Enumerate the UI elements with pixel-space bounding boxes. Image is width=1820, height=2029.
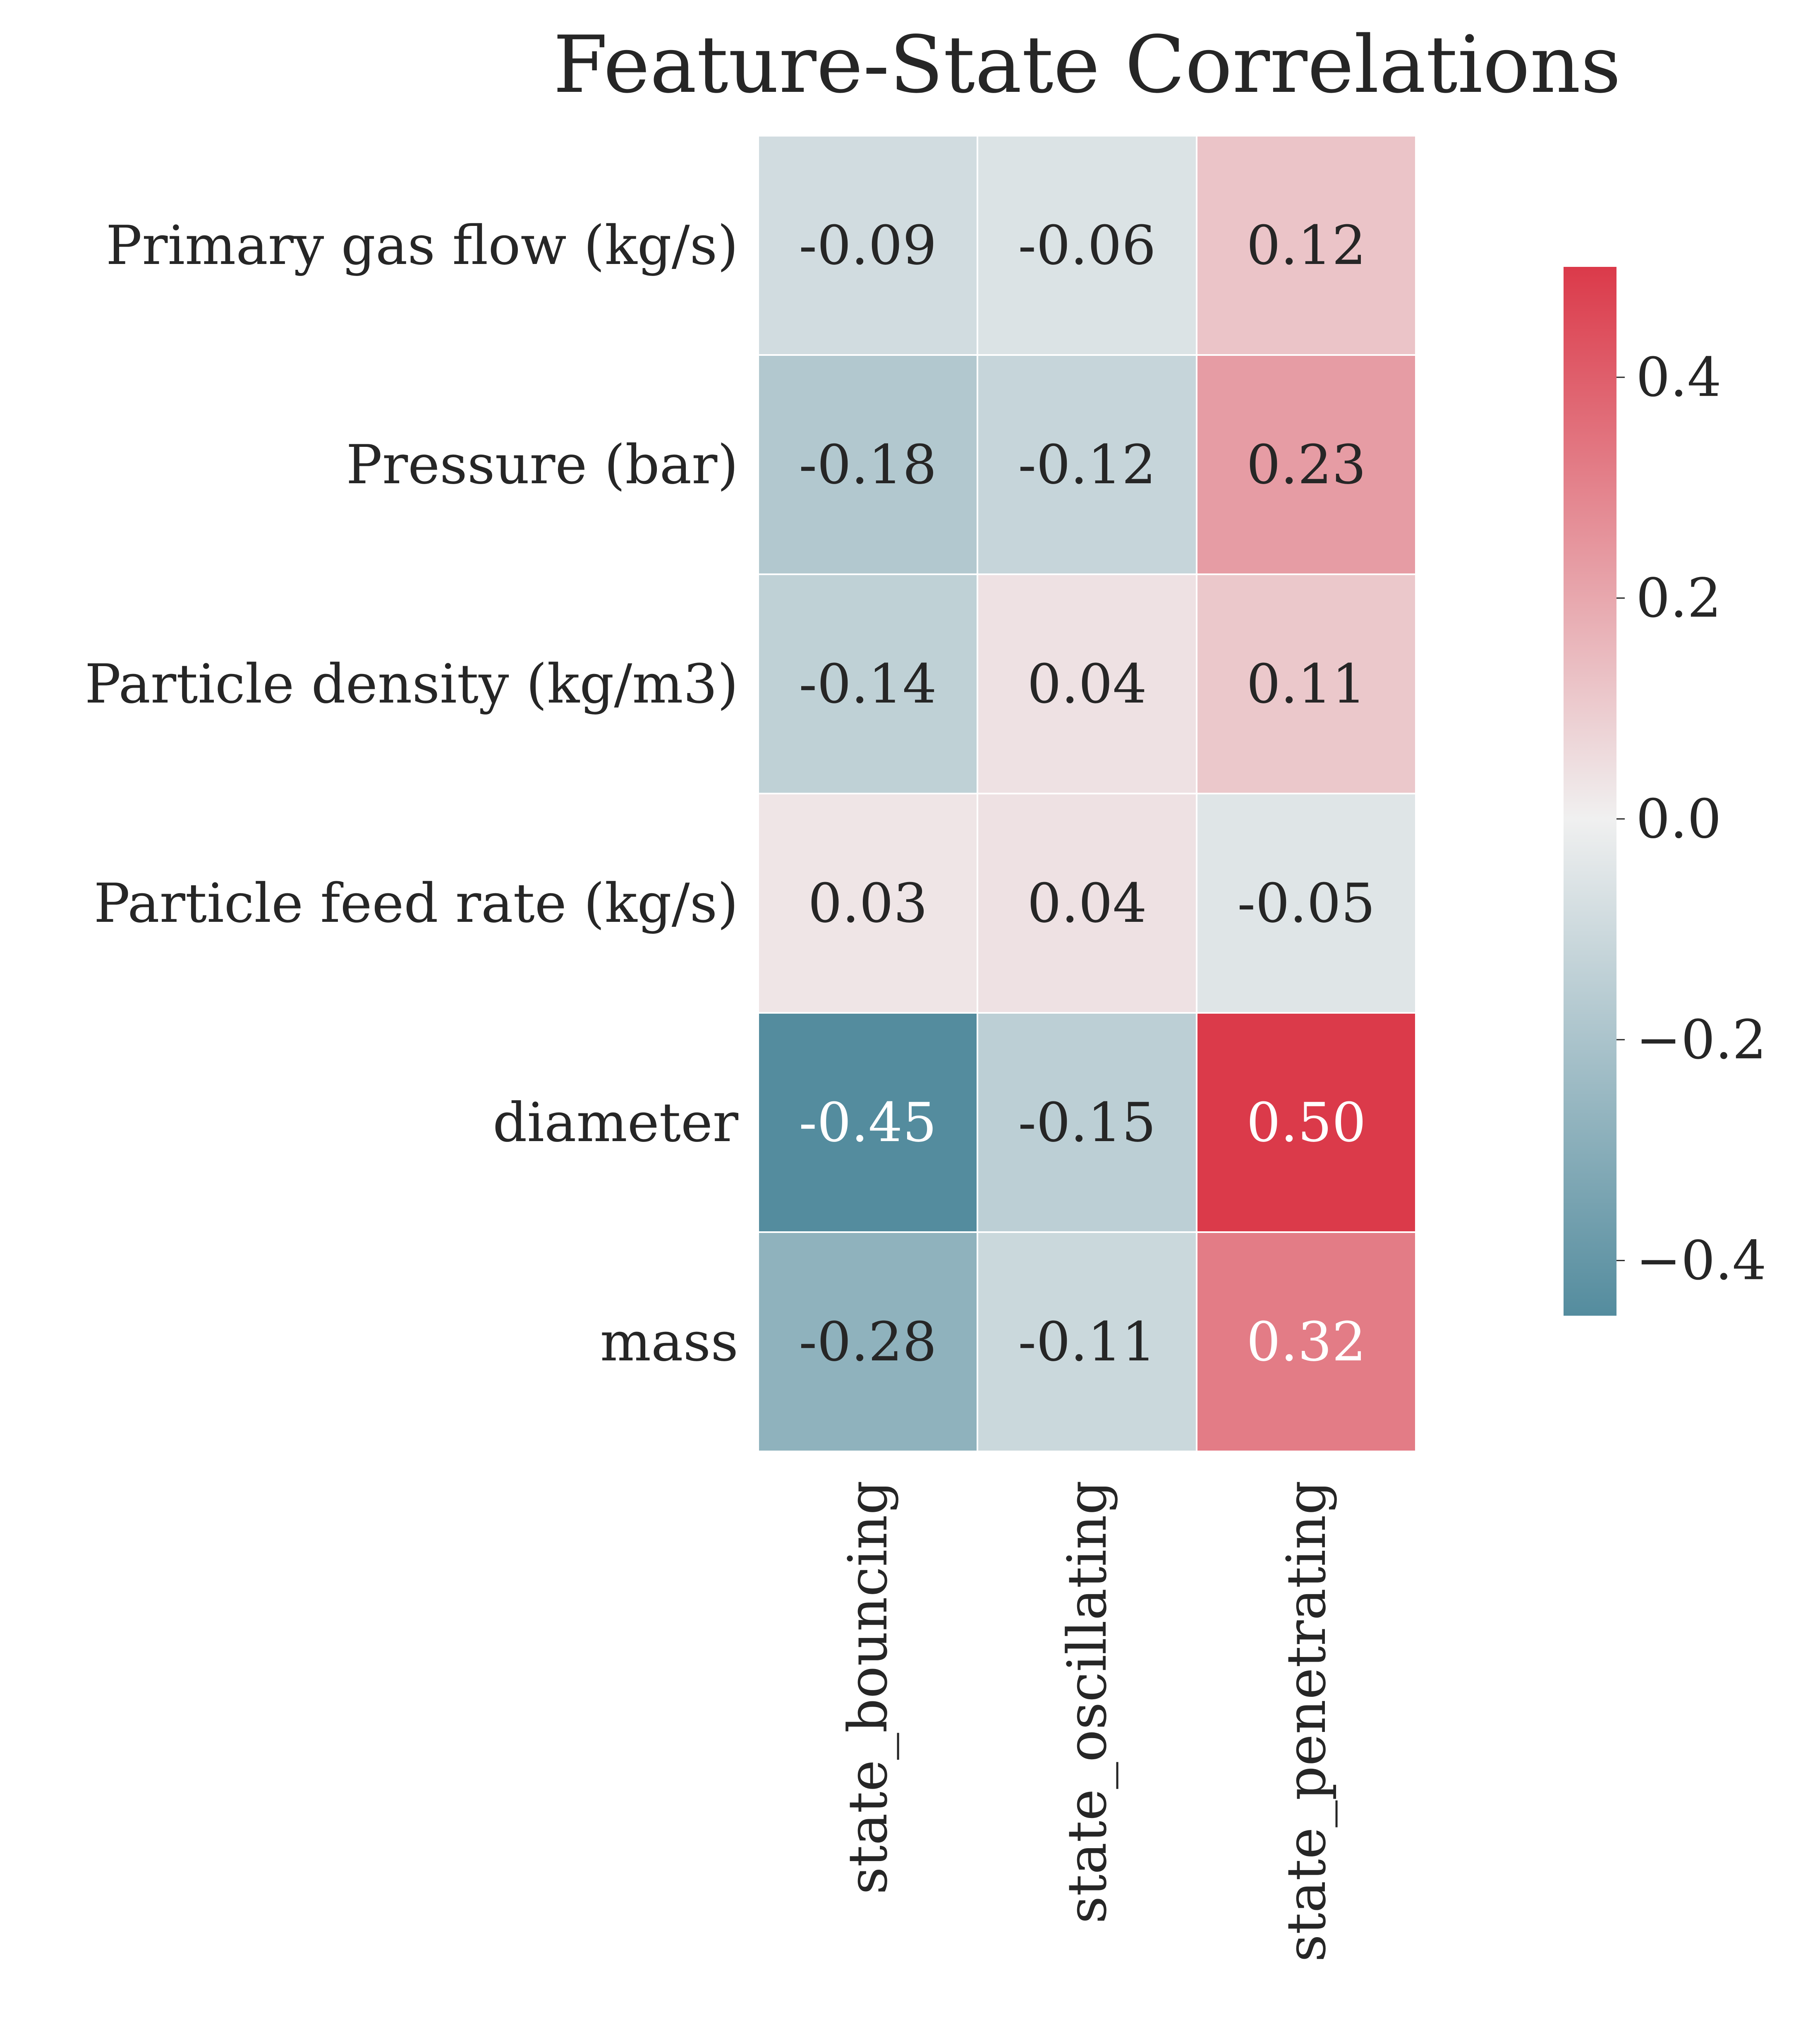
cell-value-label: -0.06 — [1018, 214, 1156, 277]
cell-value-label: -0.15 — [1018, 1091, 1156, 1154]
colorbar-tick-label: −0.4 — [1636, 1229, 1767, 1292]
cell-value-label: -0.45 — [799, 1091, 936, 1154]
heatmap-cell — [1196, 1012, 1417, 1233]
cell-value-label: -0.28 — [799, 1310, 936, 1373]
cell-value-label: -0.18 — [799, 433, 936, 496]
row-labels: Primary gas flow (kg/s) Pressure (bar) Par… — [85, 214, 739, 1373]
heatmap-cell — [977, 1231, 1197, 1452]
heatmap-cell — [977, 135, 1197, 356]
column-label: state_bouncing — [836, 1480, 899, 1895]
heatmap-cell — [757, 793, 978, 1014]
cell-value-label: 0.04 — [1027, 652, 1147, 715]
heatmap-cell — [977, 1012, 1197, 1233]
cell-value-label: -0.05 — [1237, 872, 1375, 935]
cell-value-label: 0.11 — [1246, 652, 1366, 715]
cell-value-label: 0.03 — [808, 872, 927, 935]
cell-value-label: -0.14 — [799, 652, 936, 715]
column-label: state_penetrating — [1275, 1480, 1338, 1962]
cell-value-label: -0.09 — [799, 214, 936, 277]
colorbar-tick-label: 0.2 — [1636, 567, 1722, 630]
heatmap-cell — [1196, 354, 1417, 575]
colorbar — [1564, 267, 1616, 1316]
row-label: mass — [600, 1310, 738, 1373]
cell-value-label: 0.12 — [1246, 214, 1366, 277]
heatmap-cell — [757, 1012, 978, 1233]
row-label: diameter — [493, 1091, 739, 1154]
cell-value-label: -0.12 — [1018, 433, 1156, 496]
heatmap-cell — [757, 1231, 978, 1452]
heatmap-cell — [1196, 135, 1417, 356]
cell-value-label: -0.11 — [1018, 1310, 1156, 1373]
colorbar-tick-label: 0.0 — [1636, 787, 1722, 850]
heatmap-cell — [757, 135, 978, 356]
cell-value-label: 0.32 — [1246, 1310, 1366, 1373]
colorbar-tick-label: 0.4 — [1636, 346, 1722, 409]
cell-value-label: 0.23 — [1246, 433, 1366, 496]
colorbar-ticks: 0.4 0.2 0.0 −0.2 −0.4 — [1616, 346, 1767, 1292]
row-label: Pressure (bar) — [346, 433, 738, 496]
heatmap-cell — [1196, 1231, 1417, 1452]
chart-title: Feature-State Correlations — [553, 19, 1621, 110]
heatmap-cell — [977, 573, 1197, 794]
heatmap-cell — [977, 354, 1197, 575]
heatmap-cell-labels: -0.09 -0.06 0.12 -0.18 -0.12 0.23 -0.14 0.04 0.1… — [799, 214, 1375, 1373]
row-label: Particle density (kg/m3) — [85, 652, 738, 715]
column-label: state_oscillating — [1056, 1480, 1118, 1923]
colorbar-tick-label: −0.2 — [1636, 1008, 1767, 1071]
heatmap-cell — [757, 354, 978, 575]
row-label: Particle feed rate (kg/s) — [94, 872, 738, 935]
column-labels: state_bouncing state_oscillating state_pen… — [836, 1480, 1338, 1962]
cell-value-label: 0.50 — [1246, 1091, 1366, 1154]
heatmap-cell — [1196, 793, 1417, 1014]
heatmap-cells — [757, 135, 1417, 1452]
cell-value-label: 0.04 — [1027, 872, 1147, 935]
row-label: Primary gas flow (kg/s) — [106, 214, 738, 277]
